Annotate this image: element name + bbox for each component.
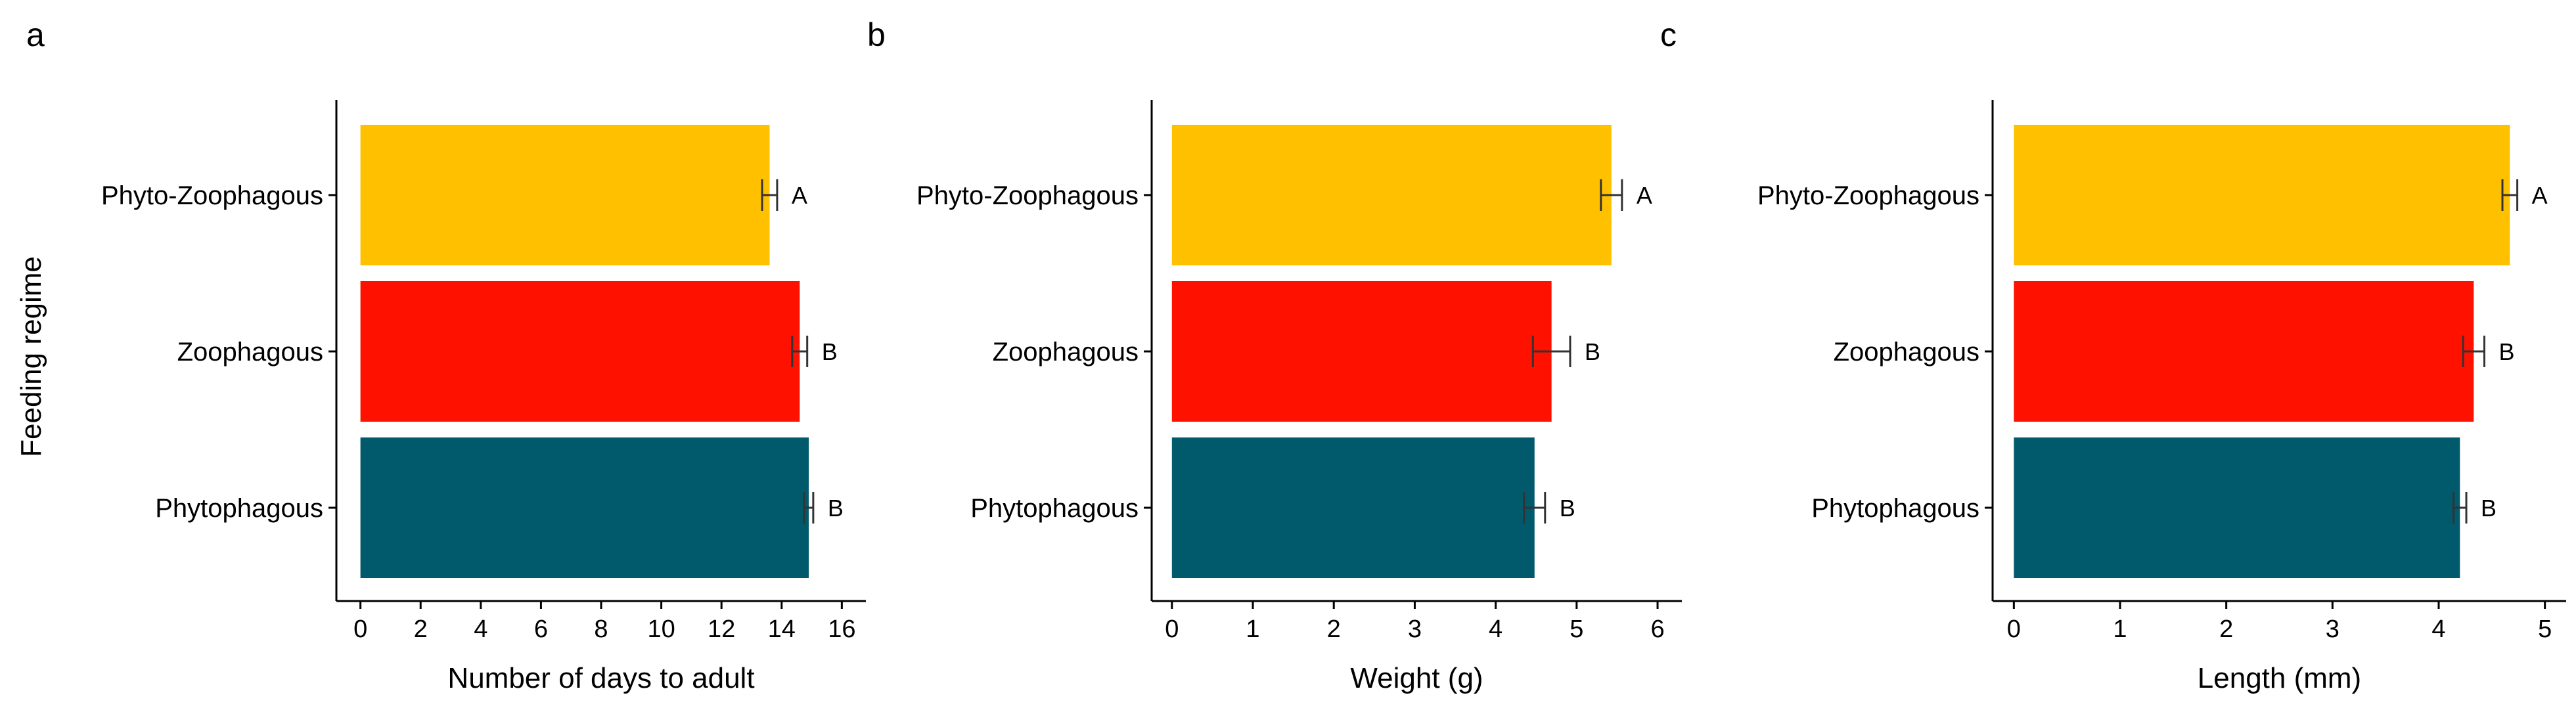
x-tick-label: 3 — [1408, 615, 1422, 643]
significance-label: A — [2532, 182, 2548, 209]
x-tick-label: 0 — [2007, 615, 2021, 643]
panel-b: b A Phyto-Zoophagous B Zoophagous B Phytophago… — [867, 16, 1682, 694]
error-bar — [1523, 492, 1547, 524]
x-tick-label: 6 — [534, 615, 548, 643]
panel-label: b — [867, 16, 886, 53]
panel-label: c — [1660, 16, 1677, 53]
x-tick-label: 10 — [647, 615, 675, 643]
error-bar — [1600, 179, 1623, 211]
x-tick-label: 4 — [1489, 615, 1503, 643]
error-bar — [1531, 336, 1571, 367]
x-tick-label: 16 — [828, 615, 855, 643]
bar-phyto-zoophagous — [360, 125, 770, 265]
bar-phytophagous — [360, 437, 809, 578]
x-axis-title: Number of days to adult — [447, 662, 754, 694]
bar-phytophagous — [2014, 437, 2460, 578]
bar-phyto-zoophagous — [1171, 125, 1612, 265]
x-tick-label: 14 — [768, 615, 796, 643]
significance-label: A — [1637, 182, 1652, 209]
category-label: Zoophagous — [177, 338, 323, 367]
x-tick-label: 8 — [594, 615, 608, 643]
x-tick-label: 3 — [2326, 615, 2339, 643]
x-tick-label: 2 — [414, 615, 428, 643]
category-label: Zoophagous — [993, 338, 1139, 367]
x-tick-label: 5 — [2538, 615, 2552, 643]
significance-label: B — [822, 338, 838, 365]
panel-label: a — [26, 16, 45, 53]
panel-a: a A Phyto-Zoophagous B Zoophagous B Phytophago… — [26, 16, 866, 694]
error-bar — [2452, 492, 2468, 524]
x-tick-label: 4 — [474, 615, 487, 643]
category-label: Zoophagous — [1834, 338, 1979, 367]
bar-zoophagous — [1171, 281, 1552, 422]
bar-zoophagous — [2014, 281, 2474, 422]
significance-label: B — [828, 495, 844, 522]
x-tick-label: 2 — [1327, 615, 1341, 643]
category-label: Phytophagous — [970, 494, 1139, 523]
significance-label: B — [1585, 338, 1600, 365]
y-axis-title: Feeding regime — [15, 256, 47, 457]
x-tick-label: 12 — [708, 615, 735, 643]
x-axis-title: Length (mm) — [2198, 662, 2361, 694]
x-tick-label: 0 — [1165, 615, 1179, 643]
category-label: Phytophagous — [1811, 494, 1979, 523]
category-label: Phytophagous — [155, 494, 323, 523]
bar-zoophagous — [360, 281, 800, 422]
panel-c: c A Phyto-Zoophagous B Zoophagous B Phytophago… — [1660, 16, 2566, 694]
error-bar — [803, 492, 815, 524]
x-tick-label: 4 — [2431, 615, 2445, 643]
x-tick-label: 1 — [1246, 615, 1259, 643]
error-bar — [761, 179, 779, 211]
significance-label: A — [792, 182, 807, 209]
x-axis-title: Weight (g) — [1350, 662, 1483, 694]
x-tick-label: 2 — [2219, 615, 2233, 643]
bar-phytophagous — [1171, 437, 1535, 578]
significance-label: B — [1560, 495, 1575, 522]
x-tick-label: 1 — [2113, 615, 2127, 643]
error-bar — [2501, 179, 2519, 211]
category-label: Phyto-Zoophagous — [916, 181, 1139, 210]
error-bar — [791, 336, 809, 367]
significance-label: B — [2499, 338, 2515, 365]
category-label: Phyto-Zoophagous — [1757, 181, 1979, 210]
bar-phyto-zoophagous — [2014, 125, 2510, 265]
x-tick-label: 0 — [353, 615, 367, 643]
x-tick-label: 6 — [1650, 615, 1664, 643]
x-tick-label: 5 — [1570, 615, 1583, 643]
error-bar — [2462, 336, 2486, 367]
category-label: Phyto-Zoophagous — [101, 181, 323, 210]
significance-label: B — [2481, 495, 2497, 522]
